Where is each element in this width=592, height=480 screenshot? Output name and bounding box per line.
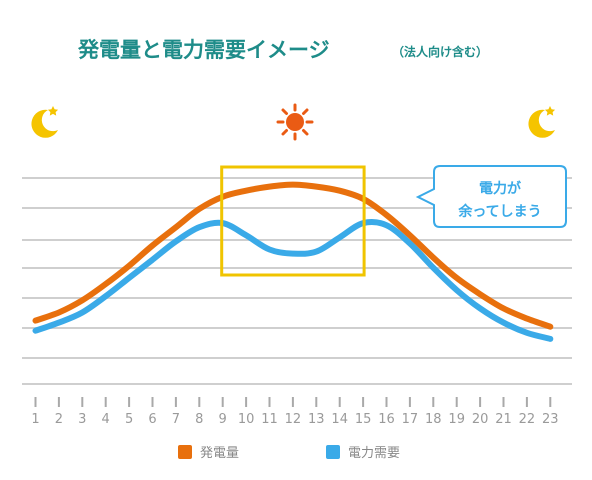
x-tick-label: 14: [331, 412, 348, 427]
x-tick-label: 9: [219, 412, 227, 427]
legend-item: 電力需要: [326, 445, 400, 461]
callout-text-line1: 電力が: [479, 180, 522, 197]
x-tick-label: 17: [402, 412, 419, 427]
moon-icon: [528, 106, 556, 138]
legend: 発電量 電力需要: [178, 445, 400, 461]
callout-frame: [415, 165, 567, 228]
moon-star: [47, 106, 59, 116]
moon-crescent: [528, 109, 555, 138]
x-tick-label: 11: [261, 412, 278, 427]
x-tick-label: 1: [31, 412, 39, 427]
x-tick-label: 22: [519, 412, 536, 427]
sun-ray: [302, 108, 309, 115]
x-tick-label: 12: [285, 412, 302, 427]
x-tick-label: 3: [78, 412, 86, 427]
x-tick-label: 10: [238, 412, 255, 427]
sun-ray: [281, 108, 288, 115]
x-tick-label: 15: [355, 412, 372, 427]
x-tick-label: 23: [542, 412, 559, 427]
legend-swatch: [178, 445, 192, 459]
highlight-box: [220, 165, 366, 277]
chart-title: 発電量と電力需要イメージ: [77, 38, 330, 62]
x-tick-label: 8: [195, 412, 203, 427]
legend-label: 電力需要: [348, 446, 400, 461]
x-tick-label: 20: [472, 412, 489, 427]
sun-icon: [276, 103, 314, 141]
x-tick-label: 5: [125, 412, 133, 427]
moon-crescent: [31, 109, 58, 138]
x-tick-label: 13: [308, 412, 325, 427]
x-tick-label: 19: [448, 412, 465, 427]
sun-ray: [281, 129, 288, 136]
callout-text-line2: 余ってしまう: [457, 203, 541, 220]
x-tick-label: 16: [378, 412, 395, 427]
moon-icon: [31, 106, 59, 138]
x-tick-label: 7: [172, 412, 180, 427]
moon-star: [544, 106, 556, 116]
x-tick-label: 4: [102, 412, 110, 427]
legend-label: 発電量: [200, 446, 239, 461]
legend-item: 発電量: [178, 445, 239, 461]
generation-line: [32, 181, 554, 330]
sun-disc: [286, 113, 304, 131]
legend-swatch: [326, 445, 340, 459]
x-tick-label: 6: [148, 412, 156, 427]
sun-ray: [302, 129, 309, 136]
x-tick-label: 21: [495, 412, 512, 427]
x-tick-label: 18: [425, 412, 442, 427]
chart-subtitle: （法人向け含む）: [392, 44, 488, 59]
x-tick-label: 2: [55, 412, 63, 427]
demand-line: [32, 218, 554, 342]
